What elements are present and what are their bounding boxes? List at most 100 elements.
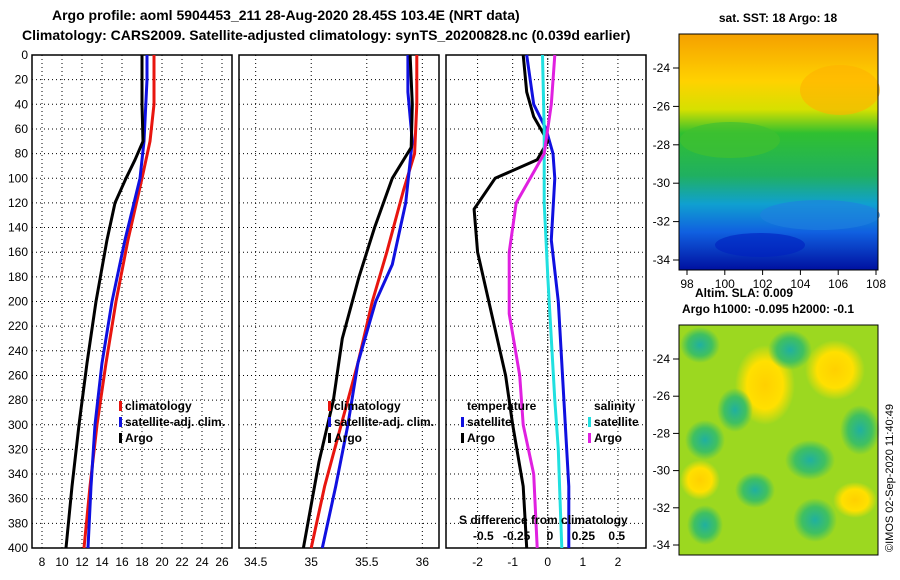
legend-swatch-climatology <box>119 401 122 411</box>
map-y-tick-label: -30 <box>653 464 671 478</box>
sla-blob <box>735 472 775 508</box>
series-line-argo <box>64 55 145 549</box>
map-y-tick-label: -24 <box>653 61 671 75</box>
legend-swatch-argo <box>119 433 122 443</box>
series-line-salinity-argo <box>507 54 557 549</box>
y-tick-label: 140 <box>8 221 28 235</box>
s-diff-tick-label: 0.25 <box>572 529 596 543</box>
map-y-tick-label: -30 <box>653 176 671 190</box>
sst-map-frame <box>678 33 879 271</box>
sla-blob <box>805 340 865 400</box>
map-y-tick-label: -32 <box>653 215 671 229</box>
series-line-temperature-satellite <box>525 54 571 548</box>
y-tick-label: 300 <box>8 418 28 432</box>
x-tick-label: 26 <box>215 555 229 569</box>
x-tick-label: 20 <box>155 555 169 569</box>
map-y-tick-label: -34 <box>653 253 671 267</box>
s-difference-axis-label: S difference from climatology <box>459 513 628 527</box>
sst-map-patch <box>800 65 880 115</box>
salinity-panel: 34.5 35 35.5 36 <box>238 54 440 569</box>
map-x-tick-label: 98 <box>680 277 694 291</box>
map-y-tick-label: -34 <box>653 538 671 552</box>
sla-blob <box>785 440 835 480</box>
legend-swatch-climatology <box>328 401 331 411</box>
x-tick-label: 10 <box>55 555 69 569</box>
y-tick-label: 280 <box>8 393 28 407</box>
legend-swatch-satellite <box>328 417 331 427</box>
title-line-1: Argo profile: aoml 5904453_211 28-Aug-20… <box>52 7 520 23</box>
sla-map-frame <box>678 324 879 556</box>
legend-difference-panel: temperature satellite Argo salinity sate… <box>459 399 639 527</box>
x-tick-label: 12 <box>75 555 89 569</box>
sla-blob <box>833 482 877 518</box>
title-line-2: Climatology: CARS2009. Satellite-adjuste… <box>22 27 630 43</box>
x-tick-label: 14 <box>95 555 109 569</box>
y-tick-label: 180 <box>8 270 28 284</box>
y-tick-label: 200 <box>8 295 28 309</box>
legend-temperature-panel: climatology satellite-adj. clim. Argo <box>119 399 225 445</box>
x-tick-label: 0 <box>544 555 551 569</box>
sla-blob <box>685 420 725 460</box>
temperature-panel: 8 10 12 14 16 18 20 22 24 26020406080100120140160… <box>8 48 233 569</box>
sla-map-axes: -24 -26 -28 -30 -32 -34 <box>653 352 679 552</box>
y-tick-label: 40 <box>15 97 29 111</box>
x-tick-label: 34.5 <box>244 555 268 569</box>
x-tick-label: -1 <box>507 555 518 569</box>
sla-blob <box>680 460 720 500</box>
map-x-tick-label: 102 <box>753 277 773 291</box>
legend-swatch-temp-argo <box>461 433 464 443</box>
sla-blob <box>687 505 723 545</box>
s-diff-tick-label: -0.25 <box>503 529 531 543</box>
y-tick-label: 100 <box>8 171 28 185</box>
s-diff-tick-label: -0.5 <box>473 529 494 543</box>
sla-map-blobs <box>680 327 880 545</box>
y-tick-label: 240 <box>8 344 28 358</box>
y-tick-label: 260 <box>8 368 28 382</box>
y-tick-label: 220 <box>8 319 28 333</box>
legend-heading-temperature: temperature <box>467 399 537 413</box>
y-tick-label: 60 <box>15 122 29 136</box>
series-line-satellite-adj-clim- <box>320 55 414 549</box>
x-tick-label: 35.5 <box>355 555 379 569</box>
difference-panel: -2 -1 0 1 2 -0.5 -0.25 0 0.25 0.5 <box>445 54 647 569</box>
legend-heading-salinity: salinity <box>594 399 636 413</box>
sst-map-axes: -24 -26 -28 -30 -32 -34 98 100 102 104 106 108 <box>653 61 887 291</box>
legend-label-climatology: climatology <box>334 399 401 413</box>
sst-map-patch <box>680 122 780 158</box>
y-tick-label: 360 <box>8 492 28 506</box>
sla-blob <box>717 388 753 432</box>
legend-salinity-panel: climatology satellite-adj. clim. Argo <box>328 399 434 445</box>
legend-label-temp-argo: Argo <box>467 431 495 445</box>
legend-swatch-argo <box>328 433 331 443</box>
s-diff-tick-label: 0 <box>547 529 554 543</box>
sst-map-patch <box>715 233 805 257</box>
x-tick-label: 8 <box>39 555 46 569</box>
x-tick-label: 22 <box>175 555 189 569</box>
s-diff-tick-label: 0.5 <box>608 529 625 543</box>
y-tick-label: 120 <box>8 196 28 210</box>
x-tick-label: 24 <box>195 555 209 569</box>
sla-map-title-1: Altim. SLA: 0.009 <box>695 286 793 300</box>
imos-credit: ©IMOS 02-Sep-2020 11:40:49 <box>884 404 896 552</box>
y-tick-label: 380 <box>8 516 28 530</box>
sla-blob <box>840 405 880 455</box>
legend-label-temp-satellite: satellite <box>467 415 512 429</box>
series-line-satellite-adj-clim- <box>86 55 149 549</box>
map-y-tick-label: -32 <box>653 501 671 515</box>
x-tick-label: 2 <box>615 555 622 569</box>
legend-label-sal-satellite: satellite <box>594 415 639 429</box>
plot-frame <box>445 54 647 549</box>
x-tick-label: -2 <box>472 555 483 569</box>
map-y-tick-label: -24 <box>653 352 671 366</box>
map-y-tick-label: -26 <box>653 389 671 403</box>
y-tick-label: 20 <box>15 73 29 87</box>
legend-label-sal-argo: Argo <box>594 431 622 445</box>
map-x-tick-label: 106 <box>828 277 848 291</box>
x-tick-label: 35 <box>305 555 319 569</box>
map-x-tick-label: 100 <box>715 277 735 291</box>
y-tick-label: 0 <box>21 48 28 62</box>
map-x-tick-label: 104 <box>790 277 810 291</box>
legend-label-argo: Argo <box>125 431 153 445</box>
map-y-tick-label: -28 <box>653 138 671 152</box>
